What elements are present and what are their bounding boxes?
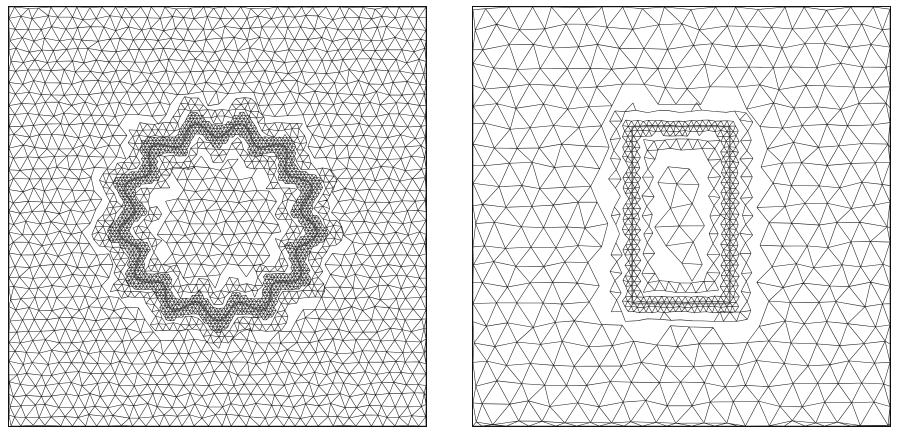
circular-interface-curve <box>118 123 318 322</box>
right-mesh-panel <box>472 6 891 427</box>
circular-refinement-mesh <box>9 7 426 426</box>
left-mesh-panel <box>8 6 427 427</box>
base-mesh-lines <box>473 7 890 426</box>
rectangular-refinement-mesh <box>473 7 890 426</box>
rectangular-interface-outline <box>631 125 731 305</box>
base-mesh-lines <box>9 7 426 426</box>
